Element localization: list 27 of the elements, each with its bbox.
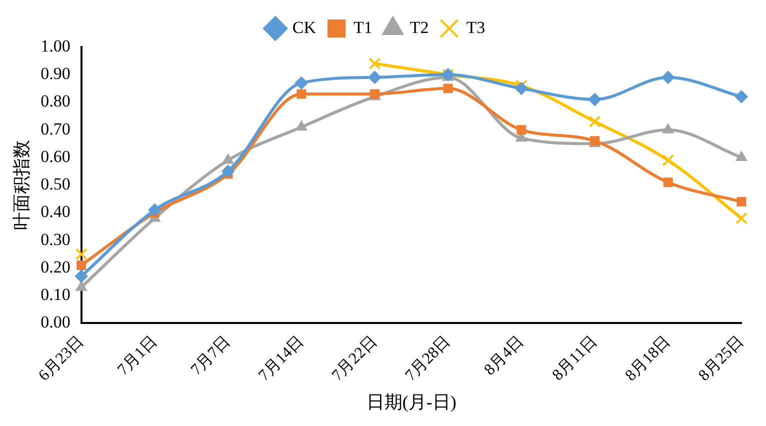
y-tick-label: 1.00: [40, 36, 70, 56]
y-axis-title: 叶面积指数: [12, 140, 32, 230]
legend-label: CK: [292, 18, 317, 37]
x-tick-label: 7月22日: [328, 332, 381, 384]
x-tick-label: 8月4日: [481, 332, 528, 379]
legend-label: T1: [353, 18, 372, 37]
x-tick-label: 7月1日: [114, 332, 160, 379]
y-tick-label: 0.30: [40, 230, 70, 249]
x-tick-label: 6月23日: [36, 332, 88, 384]
y-tick-label: 0.80: [40, 92, 70, 111]
x-tick-label: 7月28日: [402, 332, 454, 384]
x-tick-label: 8月18日: [622, 332, 674, 384]
y-tick-label: 0.00: [40, 312, 70, 332]
y-tick-label: 0.70: [40, 119, 70, 138]
x-axis-title: 日期(月-日): [366, 392, 456, 412]
y-tick-label: 0.40: [40, 202, 70, 222]
y-tick-label: 0.60: [40, 146, 70, 166]
x-tick-label: 7月7日: [188, 332, 234, 379]
legend-label: T2: [410, 18, 429, 37]
y-tick-label: 0.20: [40, 257, 70, 276]
x-tick-label: 8月25日: [696, 332, 748, 384]
y-tick-label: 0.90: [40, 64, 70, 84]
legend-label: T3: [466, 18, 486, 37]
y-tick-label: 0.50: [40, 174, 70, 194]
x-tick-label: 8月11日: [549, 332, 601, 384]
y-tick-label: 0.10: [40, 285, 70, 304]
x-tick-label: 7月14日: [256, 332, 308, 384]
